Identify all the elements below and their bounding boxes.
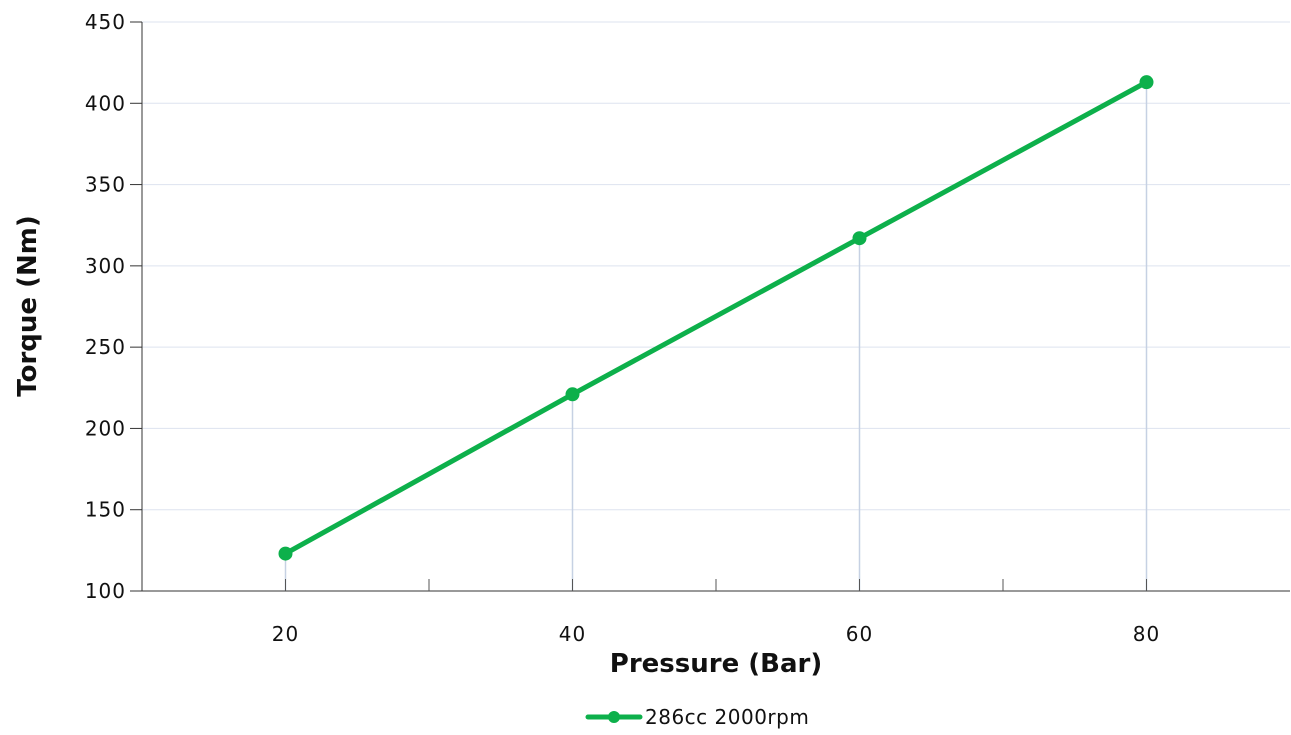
data-point[interactable] [278,546,293,561]
legend-marker-swatch [608,711,620,723]
x-tick-label: 40 [559,622,586,646]
x-tick-label: 20 [272,622,299,646]
series-line [283,79,1149,557]
y-axis-title: Torque (Nm) [13,215,43,396]
x-tick-label: 80 [1133,622,1160,646]
axes: 100 150 200 250 300 350 400 450 20 40 60 80 [85,10,1290,646]
legend-label: 286cc 2000rpm [645,705,809,729]
series-layer [278,75,1154,561]
y-tick-label: 250 [85,335,126,359]
point-drop-lines [284,82,1148,591]
y-tick-label: 350 [85,173,126,197]
x-axis-title: Pressure (Bar) [610,649,822,679]
x-tick-label: 60 [846,622,873,646]
data-point[interactable] [1139,75,1154,90]
y-tick-label: 450 [85,10,126,34]
data-point[interactable] [852,231,867,246]
y-tick-label: 300 [85,254,126,278]
y-tick-label: 200 [85,416,126,440]
data-point[interactable] [565,387,580,402]
legend[interactable]: 286cc 2000rpm [585,705,809,729]
y-tick-label: 100 [85,579,126,603]
y-tick-label: 150 [85,498,126,522]
gridlines [142,21,1290,511]
y-tick-label: 400 [85,91,126,115]
